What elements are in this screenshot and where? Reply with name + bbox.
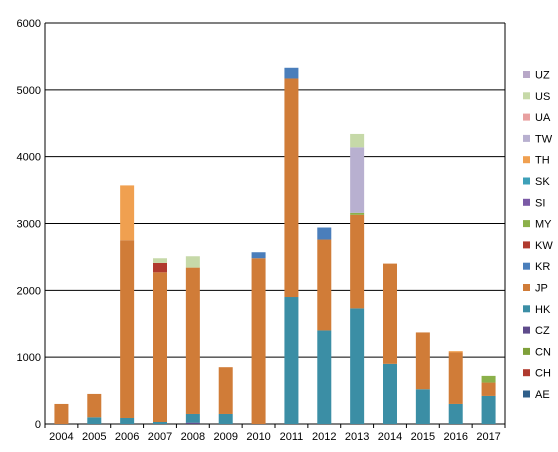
legend-swatch-my xyxy=(523,220,530,228)
bar-segment-hk-2007 xyxy=(153,421,167,424)
legend-label-kw: KW xyxy=(535,240,553,252)
x-tick-label: 2013 xyxy=(345,431,369,443)
x-tick-label: 2005 xyxy=(82,431,106,443)
bar-segment-jp-2007 xyxy=(153,272,167,422)
bar-segment-jp-2006 xyxy=(120,240,135,418)
legend-swatch-kr xyxy=(523,262,530,270)
legend-swatch-tw xyxy=(523,134,530,142)
legend-swatch-ch xyxy=(523,369,530,377)
y-tick-label: 6000 xyxy=(17,18,41,30)
legend-swatch-uz xyxy=(523,71,530,78)
bar-segment-hk-2012 xyxy=(317,330,332,424)
bar-segment-us-2007 xyxy=(153,258,167,263)
bar-segment-jp-2013 xyxy=(350,214,365,309)
y-tick-label: 0 xyxy=(35,419,41,431)
bar-segment-hk-2015 xyxy=(415,389,430,424)
legend-swatch-cz xyxy=(523,326,530,334)
x-tick-label: 2012 xyxy=(312,431,336,443)
legend-swatch-cn xyxy=(523,347,530,355)
bar-segment-hk-2005 xyxy=(87,417,102,424)
y-tick-label: 3000 xyxy=(17,219,41,231)
bar-segment-jp-2015 xyxy=(415,332,430,390)
legend-label-tw: TW xyxy=(535,133,553,145)
bar-segment-kw-2007 xyxy=(153,262,167,273)
legend-swatch-ae xyxy=(523,390,530,398)
x-tick-label: 2009 xyxy=(213,431,237,443)
legend-label-kr: KR xyxy=(535,261,550,273)
bar-segment-th-2016 xyxy=(448,351,463,353)
legend-label-ua: UA xyxy=(535,112,551,124)
legend: UZ US UA TW TH SK SI MY KW KR JP HK CZ CN CH AE xyxy=(523,70,553,401)
legend-swatch-us xyxy=(523,92,530,100)
legend-label-th: TH xyxy=(535,155,550,167)
bar-segment-hk-2016 xyxy=(448,403,463,424)
bar-segment-jp-2008 xyxy=(185,267,200,414)
x-tick-label: 2008 xyxy=(181,431,205,443)
bar-segment-us-2008 xyxy=(185,256,200,268)
legend-label-sk: SK xyxy=(535,176,550,188)
bar-segment-hk-2009 xyxy=(218,413,233,424)
legend-label-si: SI xyxy=(535,197,545,209)
x-tick-label: 2004 xyxy=(49,431,73,443)
bar-segment-jp-2004 xyxy=(54,403,69,424)
y-tick-label: 5000 xyxy=(17,85,41,97)
legend-swatch-jp xyxy=(523,284,530,291)
x-tick-label: 2015 xyxy=(411,431,435,443)
legend-swatch-hk xyxy=(523,305,530,313)
x-tick-label: 2007 xyxy=(148,431,172,443)
bar-segment-jp-2010 xyxy=(251,258,266,424)
bar-segment-jp-2017 xyxy=(481,382,496,396)
legend-label-us: US xyxy=(535,91,550,103)
y-axis-tick-labels: 0 1000 2000 3000 4000 5000 6000 xyxy=(17,18,41,431)
bar-segment-hk-2014 xyxy=(383,363,397,424)
legend-swatch-si xyxy=(523,198,530,206)
legend-label-hk: HK xyxy=(535,304,551,316)
bar-segment-hk-2011 xyxy=(284,297,299,424)
y-tick-label: 1000 xyxy=(17,352,41,364)
y-tick-label: 4000 xyxy=(17,152,41,164)
bar-segment-jp-2016 xyxy=(448,352,463,404)
legend-label-cn: CN xyxy=(535,346,551,358)
x-tick-label: 2014 xyxy=(378,431,402,443)
bar-segment-kr-2010 xyxy=(251,252,266,259)
bar-segment-tw-2013 xyxy=(350,147,365,213)
bars xyxy=(54,67,496,424)
bar-segment-hk-2006 xyxy=(120,417,135,424)
x-tick-label: 2016 xyxy=(443,431,467,443)
bar-segment-jp-2005 xyxy=(87,393,102,418)
x-axis-tick-labels: 2004 2005 2006 2007 2008 2009 2010 2011 2012 2013… xyxy=(44,424,506,443)
bar-segment-kr-2011 xyxy=(284,67,299,79)
bar-segment-jp-2012 xyxy=(317,239,332,331)
legend-swatch-sk xyxy=(523,177,530,185)
legend-label-jp: JP xyxy=(535,283,548,295)
bar-segment-jp-2011 xyxy=(284,78,299,298)
bar-segment-th-2006 xyxy=(120,185,135,241)
bar-segment-cz-2008 xyxy=(185,422,200,424)
bar-segment-hk-2013 xyxy=(350,308,365,424)
legend-label-ch: CH xyxy=(535,368,551,380)
legend-swatch-kw xyxy=(523,241,530,249)
bar-segment-jp-2009 xyxy=(218,367,233,414)
legend-label-cz: CZ xyxy=(535,325,550,337)
legend-swatch-th xyxy=(523,156,530,164)
x-tick-label: 2006 xyxy=(115,431,139,443)
bar-segment-jp-2014 xyxy=(383,263,397,364)
y-tick-label: 2000 xyxy=(17,285,41,297)
bar-segment-my-2017 xyxy=(481,375,496,383)
bar-segment-kr-2012 xyxy=(317,227,332,240)
bar-segment-us-2013 xyxy=(350,133,365,148)
x-tick-label: 2010 xyxy=(246,431,270,443)
x-tick-label: 2017 xyxy=(476,431,500,443)
bar-segment-my-2013 xyxy=(350,212,365,215)
legend-label-uz: UZ xyxy=(535,70,550,82)
bar-segment-hk-2008 xyxy=(185,413,200,423)
x-tick-label: 2011 xyxy=(280,431,304,443)
legend-label-ae: AE xyxy=(535,389,550,401)
bar-segment-hk-2017 xyxy=(481,395,496,424)
legend-label-my: MY xyxy=(535,219,552,231)
legend-swatch-ua xyxy=(523,113,530,121)
